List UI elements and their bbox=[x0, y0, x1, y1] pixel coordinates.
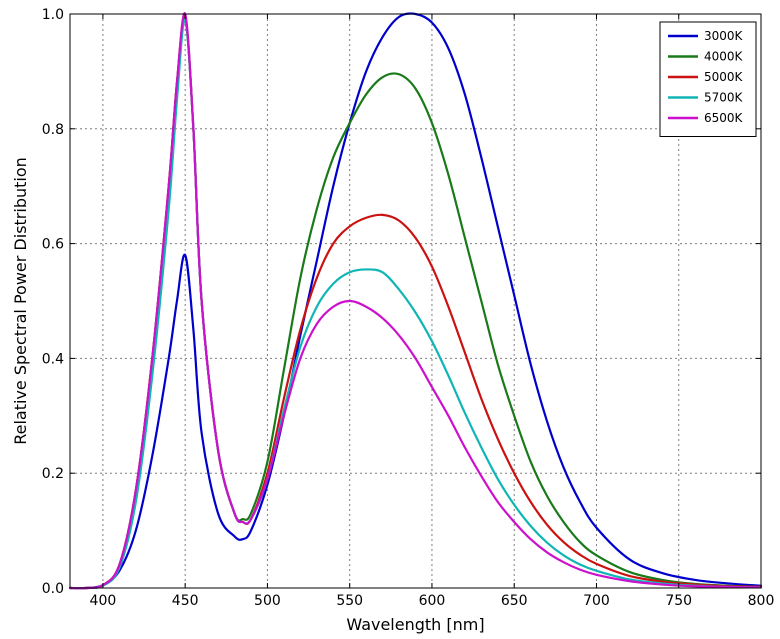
x-tick-label: 600 bbox=[419, 593, 446, 609]
legend-label: 4000K bbox=[704, 50, 744, 64]
series-lines bbox=[68, 12, 763, 590]
y-tick-label: 0.4 bbox=[42, 351, 64, 367]
y-axis-title: Relative Spectral Power Distribution bbox=[11, 157, 30, 445]
series-line-3000k bbox=[68, 12, 763, 590]
y-tick-label: 1.0 bbox=[42, 7, 64, 23]
series-line-5700k bbox=[68, 18, 763, 590]
x-tick-label: 650 bbox=[501, 593, 528, 609]
legend: 3000K 4000K 5000K 5700K 6500K bbox=[659, 21, 757, 137]
x-tick-label: 800 bbox=[748, 593, 775, 609]
x-tick-label: 500 bbox=[254, 593, 281, 609]
y-tick-label: 0.8 bbox=[42, 122, 64, 138]
x-axis-ticks: 400 450 500 550 600 650 700 750 800 bbox=[90, 14, 775, 609]
y-tick-label: 0.6 bbox=[42, 237, 64, 253]
x-tick-label: 550 bbox=[336, 593, 363, 609]
plot-area-frame bbox=[69, 13, 762, 589]
x-tick-label: 700 bbox=[583, 593, 610, 609]
y-tick-label: 0.2 bbox=[42, 466, 64, 482]
y-tick-label: 0.0 bbox=[42, 581, 64, 597]
series-line-6500k bbox=[68, 12, 763, 590]
legend-label: 6500K bbox=[704, 111, 744, 125]
x-tick-label: 400 bbox=[90, 593, 117, 609]
legend-label: 5000K bbox=[704, 70, 744, 84]
y-axis-ticks: 0.0 0.2 0.4 0.6 0.8 1.0 bbox=[42, 7, 761, 597]
x-tick-label: 450 bbox=[172, 593, 199, 609]
legend-label: 3000K bbox=[704, 29, 744, 43]
legend-label: 5700K bbox=[704, 91, 744, 105]
x-axis-title: Wavelength [nm] bbox=[346, 615, 484, 634]
x-tick-label: 750 bbox=[665, 593, 692, 609]
